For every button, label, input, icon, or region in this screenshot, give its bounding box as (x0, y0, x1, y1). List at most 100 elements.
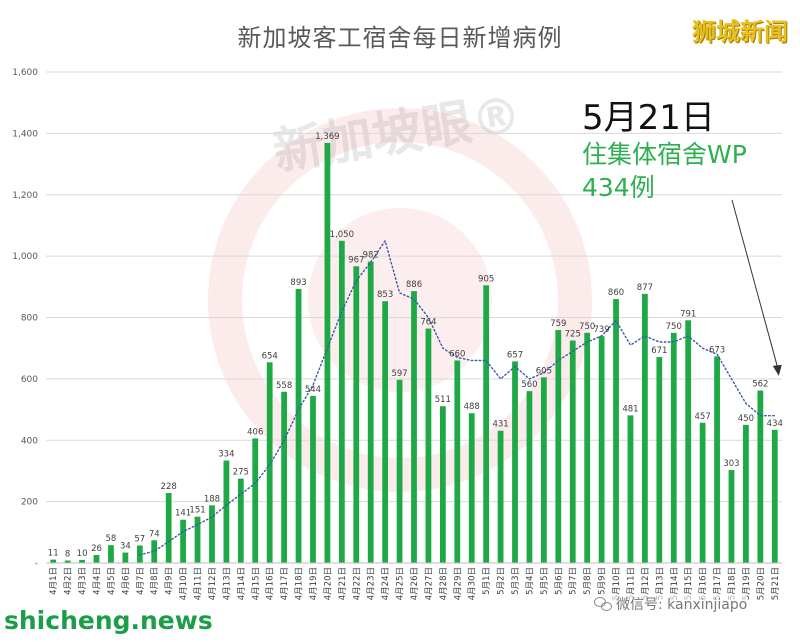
x-tick-label: 5月9日 (598, 567, 608, 595)
brand-logo-bottom: shicheng.news (4, 606, 213, 635)
bar (598, 336, 605, 563)
x-tick-label: 4月12日 (208, 567, 218, 600)
data-label: 886 (406, 280, 422, 290)
data-label: 10 (77, 549, 88, 559)
x-tick-label: 4月3日 (78, 567, 88, 595)
x-tick-label: 5月20日 (756, 567, 766, 600)
data-label: 860 (608, 288, 624, 298)
y-tick-label: 1,000 (12, 252, 38, 262)
bar (266, 362, 273, 563)
bar (93, 555, 100, 563)
y-tick-label: - (35, 559, 38, 569)
y-tick-label: 1,200 (12, 191, 38, 201)
bar (324, 142, 331, 563)
x-tick-label: 5月21日 (771, 567, 781, 600)
data-label: 739 (593, 325, 609, 335)
bar (728, 470, 735, 563)
bar (555, 330, 562, 563)
x-tick-label: 4月22日 (352, 567, 362, 600)
x-tick-label: 5月13日 (655, 567, 665, 600)
x-tick-label: 4月1日 (49, 567, 59, 595)
bar (656, 357, 663, 563)
bar (743, 424, 749, 563)
data-label: 26 (91, 544, 102, 554)
x-tick-label: 4月26日 (410, 567, 420, 600)
annotation-arrow-line (731, 199, 780, 372)
x-tick-label: 4月4日 (93, 567, 103, 595)
data-label: 188 (204, 494, 220, 504)
data-label: 1,050 (330, 230, 354, 240)
x-tick-label: 4月15日 (251, 567, 261, 600)
x-tick-label: 4月16日 (266, 567, 276, 600)
data-label: 151 (189, 506, 205, 516)
x-tick-label: 4月23日 (367, 567, 377, 600)
data-label: 141 (175, 509, 191, 519)
data-label: 74 (149, 529, 160, 539)
data-label: 654 (262, 351, 278, 361)
x-tick-label: 4月21日 (338, 567, 348, 600)
bar (108, 545, 114, 563)
bar (771, 429, 778, 563)
data-label: 560 (521, 380, 537, 390)
x-tick-label: 5月7日 (569, 567, 579, 595)
x-tick-label: 4月5日 (107, 567, 117, 595)
annotation-line-1: 住集体宿舍WP (582, 140, 747, 169)
bar (584, 332, 591, 563)
x-tick-label: 5月11日 (626, 567, 636, 600)
bar (714, 356, 720, 563)
bar (540, 377, 547, 563)
bar (338, 240, 345, 563)
x-tick-label: 4月9日 (165, 567, 175, 595)
x-tick-label: 4月19日 (309, 567, 319, 600)
data-label: 34 (120, 542, 131, 552)
x-tick-label: 5月19日 (742, 567, 752, 600)
y-tick-label: 800 (21, 314, 38, 324)
bar (613, 299, 619, 563)
x-tick-label: 5月16日 (699, 567, 709, 600)
bar (454, 360, 461, 563)
data-label: 1,369 (315, 132, 339, 142)
data-label: 58 (106, 534, 117, 544)
bar (310, 396, 316, 563)
data-label: 57 (134, 535, 145, 545)
data-label: 562 (752, 380, 768, 390)
brand-logo-top: 狮城新闻 (692, 18, 788, 46)
x-tick-label: 5月1日 (482, 567, 492, 595)
bar (64, 560, 71, 563)
data-label: 877 (637, 283, 653, 293)
x-tick-label: 5月14日 (670, 567, 680, 600)
data-label: 725 (565, 330, 581, 340)
data-label: 905 (478, 274, 494, 284)
y-tick-label: 200 (21, 498, 38, 508)
bar (79, 559, 85, 563)
data-label: 967 (348, 255, 364, 265)
x-tick-label: 5月4日 (525, 567, 535, 595)
bar (627, 415, 634, 563)
chart-title: 新加坡客工宿舍每日新增病例 (237, 24, 563, 52)
x-tick-label: 4月14日 (237, 567, 247, 600)
data-label: 671 (651, 346, 667, 356)
x-tick-label: 5月3日 (511, 567, 521, 595)
x-tick-label: 4月27日 (424, 567, 434, 600)
bar (411, 291, 417, 563)
bar (281, 391, 288, 563)
x-tick-label: 5月6日 (554, 567, 564, 595)
bar (165, 493, 172, 563)
x-tick-label: 4月11日 (194, 567, 204, 600)
wechat-watermark: 微信号: kanxinjiapo (594, 594, 748, 614)
bar (685, 320, 692, 563)
data-label: 488 (464, 402, 480, 412)
x-tick-label: 5月18日 (727, 567, 737, 600)
bar (757, 390, 764, 563)
x-tick-label: 4月24日 (381, 567, 391, 600)
bar (699, 422, 706, 563)
x-tick-label: 4月2日 (64, 567, 74, 595)
bar (367, 261, 374, 563)
wechat-label: 微信号: kanxinjiapo (616, 597, 748, 613)
data-label: 853 (377, 290, 393, 300)
bar (50, 559, 57, 563)
x-tick-label: 4月29日 (453, 567, 463, 600)
data-label: 750 (666, 322, 682, 332)
data-label: 228 (161, 482, 177, 492)
data-label: 764 (420, 318, 436, 328)
